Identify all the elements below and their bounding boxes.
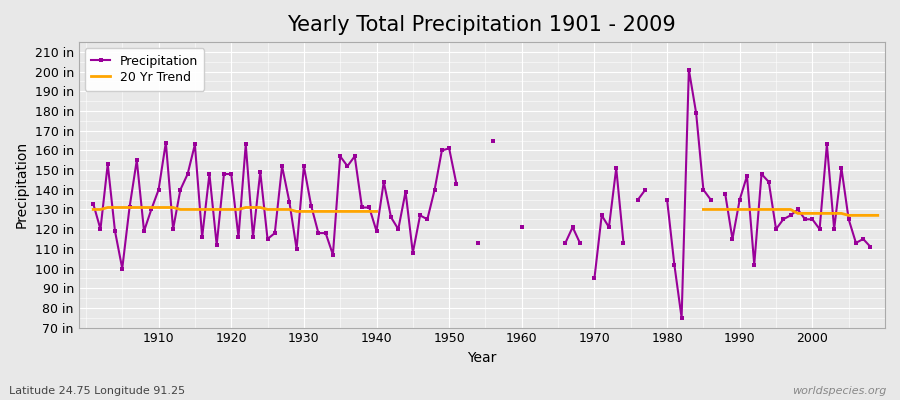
20 Yr Trend bbox=[204, 207, 215, 212]
Precipitation bbox=[212, 242, 222, 247]
20 Yr Trend bbox=[349, 209, 360, 214]
Title: Yearly Total Precipitation 1901 - 2009: Yearly Total Precipitation 1901 - 2009 bbox=[287, 15, 676, 35]
20 Yr Trend bbox=[117, 205, 128, 210]
Precipitation bbox=[219, 172, 230, 176]
20 Yr Trend bbox=[226, 207, 237, 212]
Y-axis label: Precipitation: Precipitation bbox=[15, 141, 29, 228]
20 Yr Trend bbox=[146, 205, 157, 210]
20 Yr Trend bbox=[262, 207, 273, 212]
20 Yr Trend bbox=[320, 209, 331, 214]
Line: 20 Yr Trend: 20 Yr Trend bbox=[94, 208, 376, 212]
20 Yr Trend bbox=[342, 209, 353, 214]
20 Yr Trend bbox=[299, 209, 310, 214]
20 Yr Trend bbox=[131, 205, 142, 210]
20 Yr Trend bbox=[124, 205, 135, 210]
Precipitation bbox=[364, 205, 374, 210]
20 Yr Trend bbox=[160, 205, 171, 210]
Precipitation bbox=[444, 146, 454, 151]
20 Yr Trend bbox=[328, 209, 338, 214]
20 Yr Trend bbox=[356, 209, 367, 214]
20 Yr Trend bbox=[269, 207, 280, 212]
20 Yr Trend bbox=[306, 209, 317, 214]
20 Yr Trend bbox=[335, 209, 346, 214]
20 Yr Trend bbox=[182, 207, 193, 212]
20 Yr Trend bbox=[153, 205, 164, 210]
20 Yr Trend bbox=[276, 207, 287, 212]
20 Yr Trend bbox=[219, 207, 230, 212]
20 Yr Trend bbox=[167, 205, 178, 210]
X-axis label: Year: Year bbox=[467, 351, 497, 365]
Precipitation bbox=[88, 201, 99, 206]
20 Yr Trend bbox=[197, 207, 208, 212]
Precipitation bbox=[182, 172, 193, 176]
Precipitation bbox=[160, 140, 171, 145]
20 Yr Trend bbox=[95, 207, 106, 212]
20 Yr Trend bbox=[292, 209, 302, 214]
20 Yr Trend bbox=[212, 207, 222, 212]
20 Yr Trend bbox=[248, 205, 258, 210]
20 Yr Trend bbox=[371, 209, 382, 214]
20 Yr Trend bbox=[233, 207, 244, 212]
Text: worldspecies.org: worldspecies.org bbox=[792, 386, 886, 396]
Precipitation bbox=[451, 182, 462, 186]
20 Yr Trend bbox=[175, 207, 185, 212]
20 Yr Trend bbox=[255, 205, 266, 210]
20 Yr Trend bbox=[88, 207, 99, 212]
20 Yr Trend bbox=[190, 207, 201, 212]
20 Yr Trend bbox=[284, 207, 294, 212]
20 Yr Trend bbox=[110, 205, 121, 210]
Legend: Precipitation, 20 Yr Trend: Precipitation, 20 Yr Trend bbox=[85, 48, 204, 91]
Precipitation bbox=[342, 164, 353, 168]
20 Yr Trend bbox=[313, 209, 324, 214]
20 Yr Trend bbox=[103, 205, 113, 210]
Precipitation bbox=[117, 266, 128, 271]
20 Yr Trend bbox=[364, 209, 374, 214]
Text: Latitude 24.75 Longitude 91.25: Latitude 24.75 Longitude 91.25 bbox=[9, 386, 185, 396]
20 Yr Trend bbox=[240, 205, 251, 210]
Line: Precipitation: Precipitation bbox=[91, 140, 458, 271]
20 Yr Trend bbox=[139, 205, 149, 210]
